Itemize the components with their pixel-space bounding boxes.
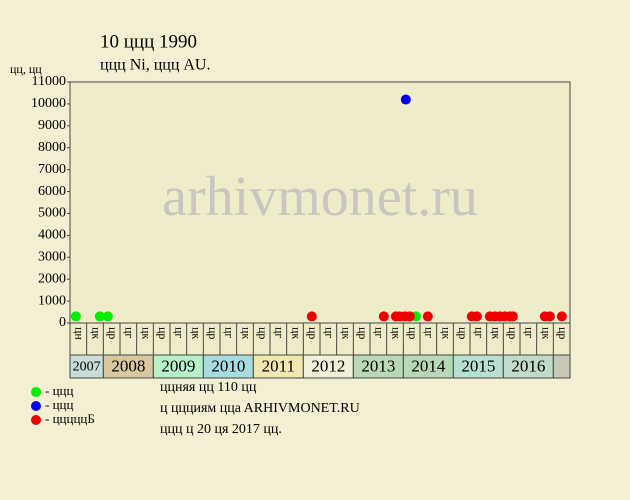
period-label: цр <box>556 327 570 339</box>
year-label: 2008 <box>111 356 145 375</box>
data-point <box>422 311 433 322</box>
period-label: цр <box>356 327 370 339</box>
year-label: 2015 <box>461 356 495 375</box>
year-label: 2007 <box>73 360 101 375</box>
data-point <box>94 311 105 322</box>
period-label: цг <box>523 327 537 338</box>
period-label: цг <box>473 327 487 338</box>
data-point <box>544 311 555 322</box>
period-label: цк <box>239 327 253 339</box>
year-label: 2012 <box>311 356 345 375</box>
data-point <box>556 311 567 322</box>
period-label: цк <box>339 327 353 339</box>
data-point <box>471 311 482 322</box>
period-label: цр <box>156 327 170 339</box>
y-tick-label: 11000 <box>32 74 66 89</box>
data-point <box>70 311 81 322</box>
plot-area <box>69 81 571 324</box>
legend-label: - цццццБ <box>45 411 95 426</box>
period-label: цк <box>539 327 553 339</box>
data-point <box>400 94 411 105</box>
legend-marker <box>31 401 41 411</box>
period-label: цн <box>73 327 87 340</box>
watermark: arhivmonet.ru <box>162 166 478 228</box>
y-tick-label: 0 <box>59 315 66 330</box>
data-point <box>306 311 317 322</box>
period-label: цг <box>173 327 187 338</box>
period-label: цк <box>289 327 303 339</box>
year-label: 2011 <box>262 356 295 375</box>
note: ццц ц 20 ця 2017 цц. <box>160 422 282 437</box>
period-label: цр <box>456 327 470 339</box>
y-tick-label: 4000 <box>38 228 66 243</box>
y-tick-label: 5000 <box>38 206 66 221</box>
y-tick-label: 3000 <box>38 249 66 264</box>
y-tick-label: 8000 <box>38 140 66 155</box>
y-axis-label: цц, цц <box>10 62 42 76</box>
y-tick-label: 1000 <box>38 293 66 308</box>
period-label: цр <box>506 327 520 339</box>
period-label: цг <box>373 327 387 338</box>
note: ццняя цц 110 цц <box>160 380 257 395</box>
period-label: цг <box>123 327 137 338</box>
year-box <box>552 354 571 379</box>
period-label: цг <box>323 327 337 338</box>
period-label: цр <box>106 327 120 339</box>
period-label: цк <box>389 327 403 339</box>
y-tick-label: 7000 <box>38 162 66 177</box>
y-tick-label: 9000 <box>38 118 66 133</box>
legend-label: - ццц <box>45 383 73 398</box>
period-label: цк <box>89 327 103 339</box>
data-point <box>404 311 415 322</box>
year-label: 2009 <box>161 356 195 375</box>
data-point <box>507 311 518 322</box>
chart-subtitle: ццц Ni, ццц AU. <box>100 57 210 74</box>
period-label: цк <box>189 327 203 339</box>
period-label: цг <box>223 327 237 338</box>
legend-marker <box>31 387 41 397</box>
period-label: цр <box>256 327 270 339</box>
period-label: цр <box>206 327 220 339</box>
note: ц ццциям ццa ARHIVMONET.RU <box>160 401 360 416</box>
year-label: 2016 <box>511 356 545 375</box>
period-label: цг <box>423 327 437 338</box>
period-label: цк <box>139 327 153 339</box>
chart-title: 10 ццц 1990 <box>100 31 197 52</box>
data-point <box>378 311 389 322</box>
year-label: 2014 <box>411 356 446 375</box>
period-label: цр <box>306 327 320 339</box>
legend-marker <box>31 415 41 425</box>
period-label: цг <box>273 327 287 338</box>
y-tick-label: 2000 <box>38 271 66 286</box>
legend-label: - ццц <box>45 397 73 412</box>
period-label: цк <box>439 327 453 339</box>
period-label: цк <box>489 327 503 339</box>
data-point <box>102 311 113 322</box>
year-label: 2010 <box>211 356 245 375</box>
year-label: 2013 <box>361 356 395 375</box>
y-tick-label: 10000 <box>31 96 66 111</box>
period-label: цр <box>406 327 420 339</box>
y-tick-label: 6000 <box>38 184 66 199</box>
